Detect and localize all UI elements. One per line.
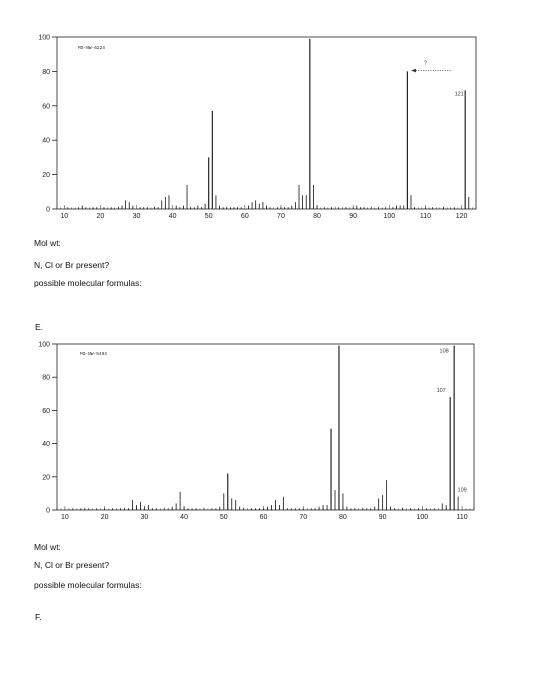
x-tick-label: 50 [220, 514, 228, 521]
y-tick-label: 80 [42, 375, 50, 382]
mass-spectrum-chart-1: MS-NW-6224 0 20 40 60 80 100 10 20 30 40 50 60 70 80 90… [38, 35, 477, 220]
x-tick-label: 30 [133, 213, 141, 220]
plot-frame [56, 36, 477, 210]
x-tick-label: 90 [349, 213, 357, 220]
arrow-head-icon [410, 68, 416, 73]
mol-wt-label-2: Mol wt: [34, 542, 61, 552]
x-tick-label: 70 [277, 213, 285, 220]
mass-spectrum-chart-2: MS-NW-5494 0 20 40 60 80 100 10 20 30 40 50 60 70 80 90… [38, 342, 475, 521]
halogen-question-1: N, Cl or Br present? [34, 260, 110, 270]
molecular-formulas-label-2: possible molecular formulas: [34, 580, 142, 590]
halogen-question-2: N, Cl or Br present? [34, 560, 110, 570]
x-tick-label: 20 [101, 514, 109, 521]
x-tick-label: 10 [61, 514, 69, 521]
x-tick-label: 80 [313, 213, 321, 220]
plot-frame [56, 343, 475, 511]
peak-annotation: 108 [440, 349, 449, 355]
x-tick-label: 110 [420, 213, 431, 220]
x-tick-label: 60 [260, 514, 268, 521]
x-tick-label: 60 [241, 213, 249, 220]
chart-title: MS-NW-5494 [80, 351, 107, 357]
y-tick-label: 0 [46, 508, 50, 515]
y-tick-label: 20 [42, 172, 50, 179]
y-tick-label: 100 [38, 342, 50, 349]
x-tick-label: 20 [96, 213, 104, 220]
peak-annotation: 109 [458, 488, 467, 494]
y-tick-label: 80 [42, 69, 50, 76]
x-tick-label: 110 [456, 514, 467, 521]
y-tick-label: 20 [42, 474, 50, 481]
chart-title: MS-NW-6224 [78, 45, 105, 51]
x-tick-label: 80 [339, 514, 347, 521]
section-e-heading: E. [35, 322, 44, 332]
x-tick-label: 40 [180, 514, 188, 521]
peak-annotation: ? [424, 61, 427, 67]
x-tick-label: 30 [140, 514, 148, 521]
x-tick-label: 100 [417, 514, 429, 521]
peak-annotation: 121 [455, 91, 464, 97]
x-tick-label: 100 [383, 213, 395, 220]
peak-annotation: 107 [437, 388, 446, 394]
y-tick-label: 40 [42, 138, 50, 145]
x-tick-label: 10 [60, 213, 68, 220]
x-tick-label: 50 [205, 213, 213, 220]
y-tick-label: 60 [42, 103, 50, 110]
x-tick-label: 120 [456, 213, 468, 220]
y-tick-label: 100 [38, 35, 50, 42]
y-tick-label: 60 [42, 408, 50, 415]
section-f-heading: F. [35, 612, 42, 622]
x-tick-label: 40 [169, 213, 177, 220]
molecular-formulas-label-1: possible molecular formulas: [34, 278, 142, 288]
x-tick-label: 70 [299, 514, 307, 521]
mol-wt-label-1: Mol wt: [34, 238, 61, 248]
x-tick-label: 90 [379, 514, 387, 521]
y-tick-label: 40 [42, 441, 50, 448]
y-tick-label: 0 [46, 207, 50, 214]
